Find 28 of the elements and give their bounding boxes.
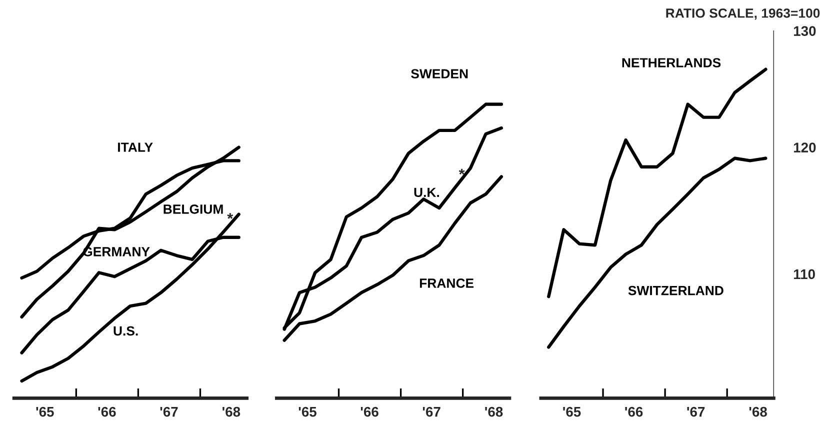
x-tick-label: '67 xyxy=(160,406,178,417)
x-tick-label: '68 xyxy=(222,406,240,417)
series-label: FRANCE xyxy=(420,278,474,288)
x-tick-label: '67 xyxy=(422,406,440,417)
series-label: U.K. xyxy=(414,188,439,198)
line-series xyxy=(547,68,768,298)
y-tick-label: 120 xyxy=(794,142,816,152)
line-series xyxy=(547,156,768,349)
x-tick-label: '68 xyxy=(485,406,503,417)
x-tick-label: '66 xyxy=(625,406,643,417)
x-tick-label: '65 xyxy=(298,406,316,417)
annotation: * xyxy=(458,168,465,175)
x-tick-label: '65 xyxy=(563,406,581,417)
y-tick-label: 130 xyxy=(794,26,816,36)
x-tick-label: '65 xyxy=(36,406,54,417)
text: NETHERLANDS xyxy=(622,58,721,68)
annotation: * xyxy=(227,213,234,219)
text: ITALY xyxy=(118,142,153,152)
x-tick-label: '66 xyxy=(98,406,116,417)
x-tick-label: '66 xyxy=(360,406,378,417)
series-label: BELGIUM xyxy=(164,204,223,214)
text: SWEDEN xyxy=(411,69,468,78)
y-axis-title: RATIO SCALE, 1963=100 xyxy=(666,8,820,20)
y-tick-label: 110 xyxy=(794,269,815,280)
x-tick-label: '68 xyxy=(749,406,767,417)
x-tick-label: '67 xyxy=(687,406,705,417)
series-label: SWITZERLAND xyxy=(628,286,724,296)
series-label: U.S. xyxy=(114,326,138,336)
